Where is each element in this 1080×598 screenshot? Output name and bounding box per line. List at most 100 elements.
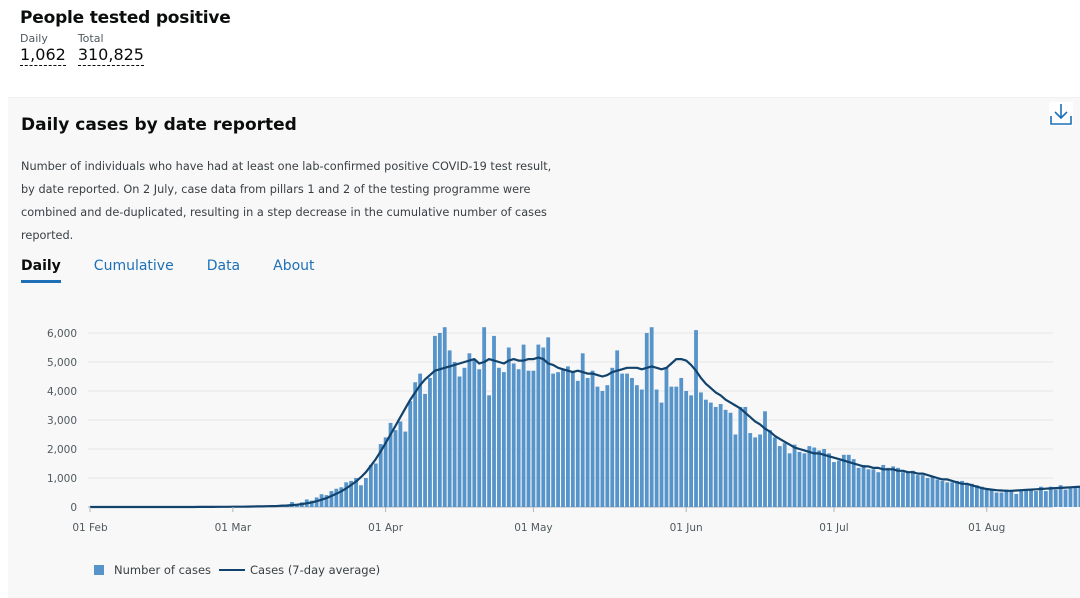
bar (369, 465, 373, 507)
bar (330, 491, 334, 507)
bar (773, 437, 777, 507)
bar (403, 432, 407, 507)
bar (807, 446, 811, 507)
bar (1074, 488, 1078, 507)
y-tick-label: 0 (70, 502, 77, 514)
bar (950, 482, 954, 507)
bar (586, 378, 590, 507)
legend-bar-swatch (94, 565, 104, 575)
bar (374, 464, 378, 508)
bar (724, 410, 728, 507)
bar (936, 479, 940, 507)
y-tick-label: 1,000 (47, 473, 77, 485)
bar (867, 469, 871, 507)
bar (418, 374, 422, 507)
bar (669, 387, 673, 507)
bar (551, 374, 555, 507)
bar (891, 466, 895, 507)
headline-metrics: Daily 1,062 Total 310,825 (20, 33, 231, 66)
bar (738, 407, 742, 507)
y-tick-label: 6,000 (47, 328, 77, 340)
bar (798, 452, 802, 507)
bar (852, 459, 856, 507)
bar (763, 411, 767, 507)
bar (507, 348, 511, 508)
metric-daily-value[interactable]: 1,062 (20, 45, 66, 66)
bar (482, 327, 486, 507)
bar (408, 401, 412, 507)
metric-daily: Daily 1,062 (20, 33, 66, 66)
x-tick-label: 01 Feb (72, 522, 108, 534)
bar (1034, 491, 1038, 507)
bar (625, 374, 629, 507)
bar (827, 453, 831, 507)
bar (541, 348, 545, 508)
bar (699, 392, 703, 507)
bar (995, 493, 999, 508)
bar (748, 433, 752, 507)
bar (591, 371, 595, 507)
bar (502, 372, 506, 507)
bar (561, 369, 565, 507)
metric-total-value[interactable]: 310,825 (78, 45, 144, 66)
bar (527, 371, 531, 507)
bar (655, 390, 659, 507)
bar (630, 378, 634, 507)
metric-total: Total 310,825 (78, 33, 144, 66)
bar (433, 336, 437, 507)
chart-card: Daily cases by date reported Number of i… (8, 97, 1080, 598)
bar (719, 404, 723, 507)
legend-line-label: Cases (7-day average) (250, 563, 380, 577)
bar (364, 478, 368, 507)
bar (1005, 490, 1009, 507)
y-tick-label: 4,000 (47, 386, 77, 398)
bar (472, 359, 476, 507)
bar (921, 475, 925, 507)
bar (1044, 491, 1048, 507)
metric-daily-label: Daily (20, 33, 66, 45)
bar (980, 487, 984, 507)
metric-total-label: Total (78, 33, 144, 45)
bar (694, 330, 698, 507)
bar (605, 385, 609, 507)
legend-bar-label: Number of cases (114, 563, 211, 577)
bar (753, 437, 757, 507)
bar (768, 430, 772, 507)
bar (576, 381, 580, 507)
bar (1024, 491, 1028, 507)
bar (1069, 488, 1073, 507)
bar (832, 462, 836, 507)
bar (635, 385, 639, 507)
bar (793, 445, 797, 507)
bar (1064, 490, 1068, 507)
bar (463, 368, 467, 507)
bar (517, 369, 521, 507)
x-tick-label: 01 Aug (968, 522, 1005, 534)
bar (413, 382, 417, 507)
bar (665, 368, 669, 507)
bar (438, 333, 442, 507)
bar (940, 481, 944, 507)
bar (620, 374, 624, 507)
bar (1000, 493, 1004, 508)
bar (679, 378, 683, 507)
bar (985, 488, 989, 507)
bar (896, 468, 900, 507)
bar (901, 472, 905, 507)
bar (448, 350, 452, 507)
bar (487, 395, 491, 507)
bar (443, 327, 447, 507)
bar (822, 449, 826, 507)
bar (1019, 490, 1023, 507)
bar (886, 468, 890, 507)
bar (423, 394, 427, 507)
bar (812, 448, 816, 507)
bar (645, 333, 649, 507)
bar (1029, 490, 1033, 507)
bar (650, 327, 654, 507)
bar (689, 395, 693, 507)
bar (857, 468, 861, 507)
bar (916, 475, 920, 507)
bar (842, 455, 846, 507)
